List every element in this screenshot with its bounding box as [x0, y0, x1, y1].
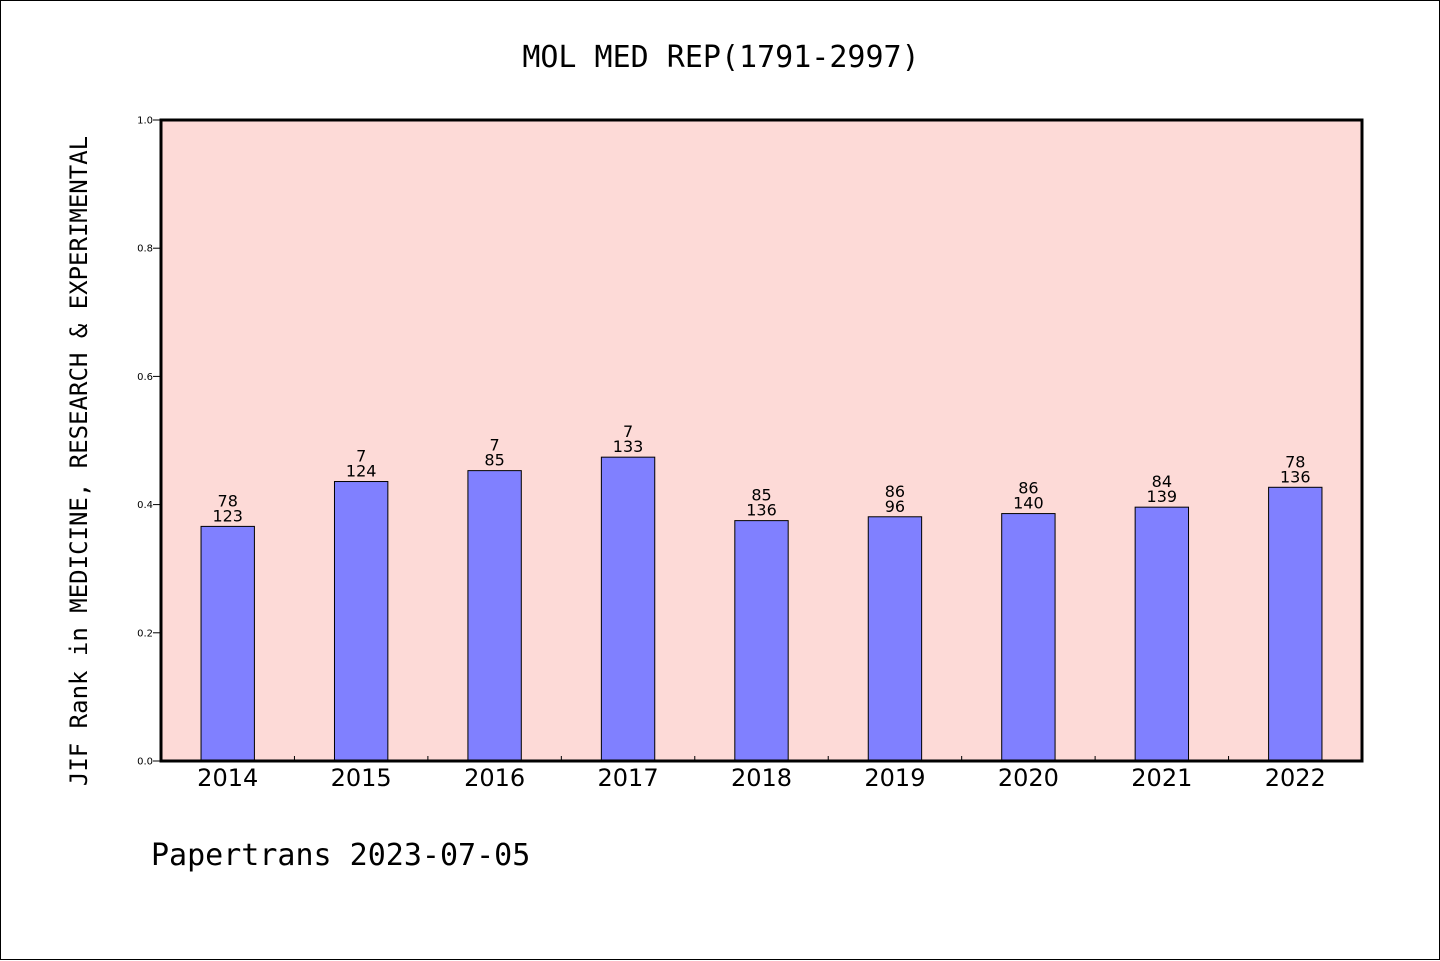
bar — [600, 456, 656, 762]
bar-label-top: 78 — [218, 491, 238, 510]
x-tick-label: 2015 — [331, 764, 392, 792]
footer-watermark: Papertrans 2023-07-05 — [151, 838, 530, 873]
chart-title: MOL MED REP(1791-2997) — [522, 40, 919, 75]
bar-label-top: 7 — [623, 422, 633, 441]
x-tick-label: 2022 — [1265, 764, 1326, 792]
x-tick-label: 2014 — [197, 764, 258, 792]
y-tick-label: 0.4 — [137, 500, 153, 511]
bar-label-top: 86 — [1018, 479, 1038, 498]
bar-label-bottom: 136 — [1280, 467, 1311, 486]
bar-label-bottom: 140 — [1013, 494, 1044, 513]
y-tick-label: 0.2 — [137, 628, 153, 639]
x-tick-label: 2020 — [998, 764, 1059, 792]
bar-label-top: 7 — [356, 447, 366, 466]
y-axis-label: JIF Rank in MEDICINE, RESEARCH & EXPERIM… — [65, 136, 93, 786]
y-tick-label: 1.0 — [137, 116, 153, 127]
plot-border — [159, 118, 1364, 763]
bar-label-top: 86 — [885, 482, 905, 501]
bar — [200, 525, 255, 762]
bar-label-bottom: 96 — [885, 497, 905, 516]
bar — [1134, 506, 1190, 762]
x-tick-label: 2018 — [731, 764, 792, 792]
bar-label-top: 78 — [1285, 452, 1305, 471]
x-tick-label: 2017 — [598, 764, 659, 792]
y-tick-label: 0.8 — [137, 244, 153, 255]
x-tick-label: 2016 — [464, 764, 525, 792]
bar-label-top: 7 — [490, 436, 500, 455]
y-tick-label: 0.6 — [137, 372, 153, 383]
bar-label-bottom: 124 — [346, 462, 377, 481]
bar-label-top: 84 — [1152, 472, 1172, 491]
bar — [333, 481, 389, 762]
bar — [467, 470, 522, 762]
y-axis: 0.0 0.2 0.4 0.6 0.8 1.0 — [137, 116, 161, 768]
bar — [734, 520, 789, 762]
x-tick-label: 2021 — [1131, 764, 1192, 792]
x-axis: 2014 2015 2016 2017 2018 2019 2020 2021 2022 — [197, 756, 1326, 792]
bar — [1001, 513, 1056, 762]
bar-label-bottom: 85 — [484, 451, 504, 470]
bar-label-bottom: 136 — [746, 501, 777, 520]
bar-label-top: 85 — [751, 486, 771, 505]
bar-label-bottom: 133 — [613, 437, 644, 456]
bar-label-bottom: 123 — [212, 506, 243, 525]
bar-label-bottom: 139 — [1147, 487, 1178, 506]
x-tick-label: 2019 — [864, 764, 925, 792]
y-tick-label: 0.0 — [137, 757, 153, 768]
bar — [1268, 486, 1323, 762]
bar — [867, 516, 923, 762]
